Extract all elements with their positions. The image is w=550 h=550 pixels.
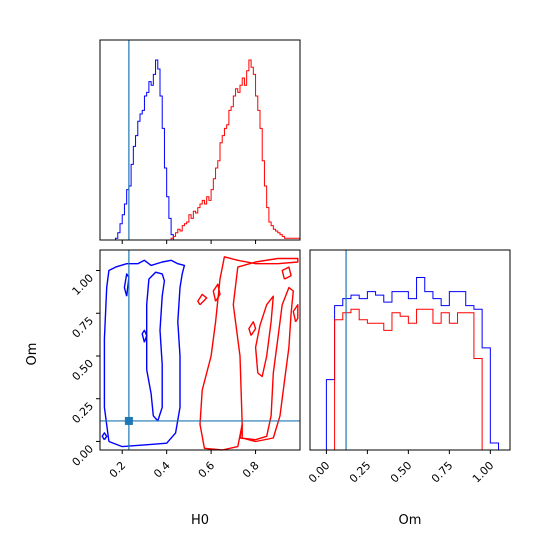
x-tick-label: 0.6 (196, 459, 218, 481)
h0-marginal-panel (99, 39, 301, 244)
histogram-series-0 (100, 59, 300, 241)
histogram-series-1 (318, 308, 499, 451)
x-tick-label: 0.4 (151, 459, 173, 481)
truth-marker (124, 416, 133, 425)
y-tick-label: 0.50 (70, 357, 97, 384)
y-axis-label-om: Om (25, 343, 40, 366)
contour-1-6 (292, 304, 299, 323)
panel-frame (99, 39, 301, 241)
x-tick-label: 0.2 (107, 459, 129, 481)
om-marginal-panel: 0.00 0.25 0.50 0.75 1.00 (306, 249, 511, 486)
contour-1-7 (281, 266, 292, 280)
y-tick-label: 1.00 (70, 271, 97, 298)
contour-0-3 (101, 432, 108, 441)
x-tick-label: 0.25 (347, 459, 374, 486)
contour-1-1 (239, 286, 294, 443)
contour-1-2 (254, 295, 274, 378)
x-tick-label: 1.00 (470, 459, 497, 486)
contour-0-1 (145, 271, 166, 422)
contour-1-5 (248, 321, 257, 336)
contour-1-3 (197, 293, 208, 306)
contour-1-0 (199, 256, 299, 451)
contour-0-4 (141, 329, 148, 343)
contour-0-0 (103, 259, 186, 448)
y-tick-label: 0.25 (70, 400, 97, 427)
histogram-series-1 (100, 59, 301, 241)
panel-frame (99, 249, 301, 451)
h0-om-contour-panel: 0.2 0.4 0.6 0.8 0.00 0.25 0.50 0.75 1.00 (70, 249, 301, 481)
histogram-series-0 (318, 277, 500, 451)
x-axis-label-h0: H0 (191, 513, 209, 528)
x-tick-label: 0.75 (429, 459, 456, 486)
y-tick-label: 0.00 (70, 442, 97, 469)
contour-0-2 (123, 273, 130, 297)
x-tick-label: 0.00 (306, 459, 333, 486)
x-tick-label: 0.50 (388, 459, 415, 486)
x-axis-label-om: Om (399, 513, 422, 528)
panel-frame (309, 249, 511, 451)
contour-1-4 (212, 283, 221, 302)
x-tick-label: 0.8 (240, 459, 262, 481)
y-tick-label: 0.75 (70, 314, 97, 341)
